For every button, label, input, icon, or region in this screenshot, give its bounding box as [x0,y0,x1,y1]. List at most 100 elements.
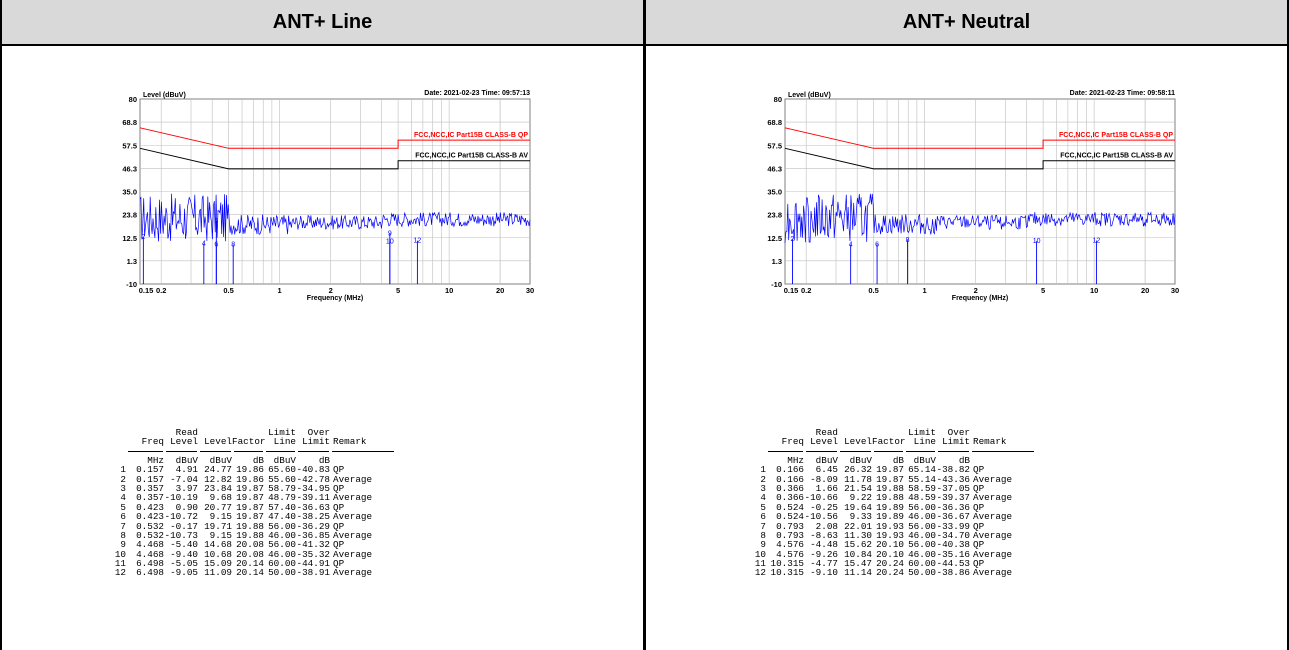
av-limit-line [139,147,530,170]
table-separator [748,447,1034,456]
table-row: 12 10.315 -9.10 11.14 20.24 50.00 -38.86 Averag… [748,567,1021,579]
y-tick-label: -10 [126,280,137,289]
x-tick-label: 0.2 [156,286,166,295]
av-limit-label: FCC,NCC,IC Part15B CLASS-B AV [1060,153,1173,160]
table-row: 10 4.468 -9.40 10.68 20.08 46.00 -35.32 Average [108,549,381,559]
table-cell: 10.84 [844,548,872,560]
qp-limit-label: FCC,NCC,IC Part15B CLASS-B QP [1059,132,1173,139]
marker-label: 2 [141,234,145,241]
table-cell: 10.315 [770,558,804,570]
table-separator [108,447,394,456]
x-tick-label: 5 [1041,286,1045,295]
x-tick-label: 10 [445,286,453,295]
table-cell: 15.09 [204,558,232,570]
table-cell: 11.78 [844,473,872,485]
table-cell: 19.93 [876,520,904,532]
table-cell: 20.77 [204,501,232,513]
table-cell: QP [973,558,985,570]
table-row: 8 0.793 -8.63 11.30 19.93 46.00 -34.70 Average [748,529,1021,541]
table-cell: Limit [268,427,296,438]
y-tick-label: 46.3 [122,164,137,173]
table-cell: Level [810,436,838,448]
y-tick-label: 35.0 [767,188,782,197]
table-cell: 0.166 [776,473,804,485]
table-cell: QP [973,501,985,513]
table-cell: 11.14 [844,567,872,579]
table-units-row: MHz dBuV dBuV dB dBuV dB [108,454,381,466]
table-cell: 48.59 [908,492,936,504]
y-tick-label: 68.8 [122,118,137,127]
y-tick-label: 1.3 [127,257,137,266]
table-cell: QP [973,539,985,551]
table-cell: Average [333,529,373,541]
table-row: 9 4.468 -5.40 14.68 20.08 56.00 -41.32 QP [108,539,381,551]
qp-limit-line [139,127,530,149]
table-cell: 0.357 [136,492,164,504]
table-cell: MHz [787,454,804,466]
table-cell: Average [333,511,373,523]
y-tick-label: 35.0 [122,188,137,197]
marker-label: 12 [414,238,422,245]
table-cell: 9 [760,539,766,551]
table-cell: dBuV [175,454,198,466]
table-cell: 6.45 [815,464,838,476]
table-cell: 11 [754,558,766,570]
marker-label: 5 [214,218,218,225]
table-cell: 22.01 [844,520,872,532]
table-cell: -34.70 [936,529,970,541]
table-cell: -38.25 [296,511,330,523]
y-tick-label: 57.5 [767,141,782,150]
y-tick-label: 57.5 [122,141,137,150]
table-cell: -41.32 [296,539,330,551]
table-row: 5 0.524 -0.25 19.64 19.89 56.00 -36.36 QP [748,501,1021,513]
separator-line [234,450,263,452]
table-cell: 4.91 [175,464,198,476]
table-cell: 20.10 [876,548,904,560]
table-cell: 20.24 [876,567,904,579]
table-cell: 11 [114,558,126,570]
table-cell [108,428,126,437]
table-cell: -37.05 [936,482,970,494]
table-cell: 0.423 [136,511,164,523]
x-tick-label: 1 [278,286,282,295]
table-row: 12 6.498 -9.05 11.09 20.14 50.00 -38.91 Average [108,568,381,578]
y-tick-label: 46.3 [767,164,782,173]
y-tick-label: 68.8 [767,118,782,127]
table-cell: -43.36 [936,473,970,485]
table-cell: 9.68 [209,492,232,504]
table-cell: Over [307,427,330,438]
table-cell: Average [973,492,1013,504]
table-cell: 3 [120,482,126,494]
table-cell: -4.48 [810,539,838,551]
separator-line [266,450,295,452]
table-cell: 0.524 [776,511,804,523]
x-tick-label: 0.15 [139,286,154,295]
table-cell: 2.08 [815,520,838,532]
y-tick-label: 1.3 [772,257,782,266]
table-cell: Remark [973,436,1007,448]
table-cell: -10.72 [164,511,198,523]
table-cell: -35.16 [936,548,970,560]
header-left: ANT+ Line [2,0,643,46]
table-cell: dB [892,454,904,466]
table-cell: 19.87 [876,464,904,476]
table-cell: -10.66 [804,492,838,504]
table-cell: 0.357 [136,482,164,494]
table-cell: 4 [760,492,766,504]
marker-label: 8 [231,242,235,249]
table-cell: 0.157 [136,464,164,476]
x-tick-label: 2 [329,286,333,295]
table-cell: -39.11 [296,492,330,504]
table-cell: 8 [760,529,766,541]
table-cell: Level [844,436,872,448]
table-cell: 0.532 [136,520,164,532]
emission-chart-neutral: 80 68.8 57.5 46.3 35.0 23.8 12.5 1.3 -100.15 0.2 0… [767,90,1179,302]
table-cell: Average [973,567,1013,579]
table-row: 9 4.576 -4.48 15.62 20.10 56.00 -40.38 QP [748,539,1021,551]
table-cell: 6.498 [136,558,164,570]
table-cell: 4.468 [136,539,164,551]
table-cell: 0.366 [776,492,804,504]
table-cell: 6 [120,511,126,523]
table-cell: 56.00 [268,539,296,551]
table-cell [748,437,766,446]
